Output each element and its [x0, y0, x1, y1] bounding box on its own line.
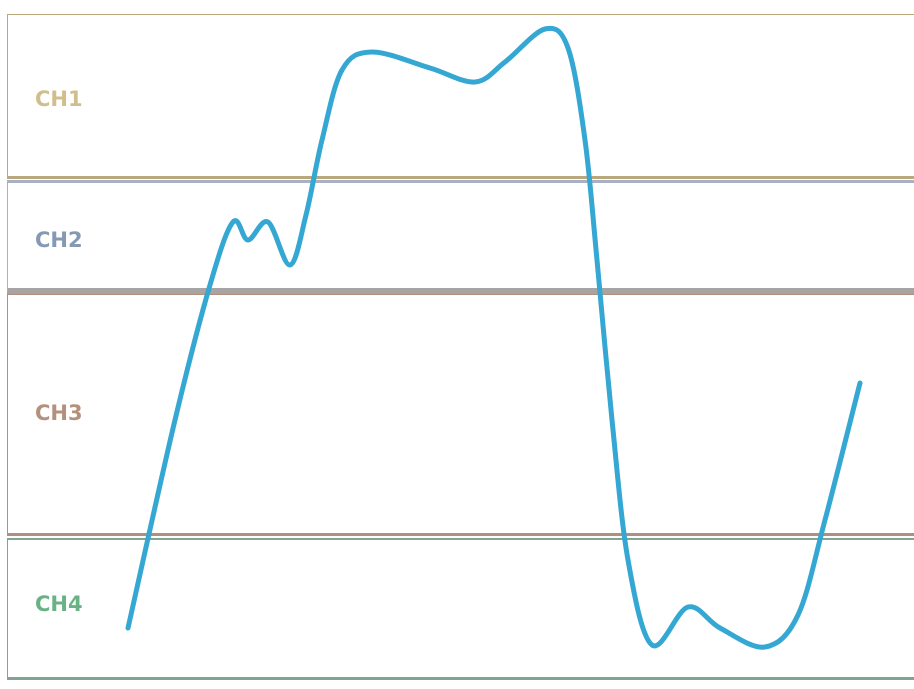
channel-band-ch2: CH2 — [7, 180, 914, 294]
waveform-line — [125, 25, 863, 650]
channel-label-ch2: CH2 — [35, 228, 83, 252]
channel-label-ch4: CH4 — [35, 592, 83, 616]
channel-label-ch1: CH1 — [35, 87, 83, 111]
channel-band-ch4: CH4 — [7, 538, 914, 680]
channel-label-ch3: CH3 — [35, 401, 83, 425]
channel-band-ch1: CH1 — [7, 14, 914, 179]
